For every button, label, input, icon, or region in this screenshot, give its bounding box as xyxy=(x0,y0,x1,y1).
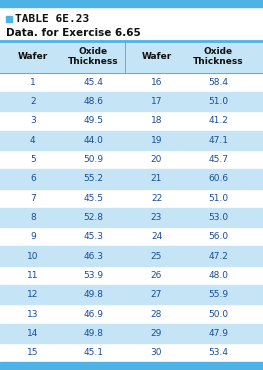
Text: Wafer: Wafer xyxy=(141,52,172,61)
Text: 19: 19 xyxy=(151,136,162,145)
Text: 22: 22 xyxy=(151,194,162,203)
Text: Thickness: Thickness xyxy=(68,57,119,66)
Text: 41.2: 41.2 xyxy=(208,117,228,125)
Text: 8: 8 xyxy=(30,213,36,222)
Text: 7: 7 xyxy=(30,194,36,203)
Text: 51.0: 51.0 xyxy=(208,97,228,106)
Text: 28: 28 xyxy=(151,310,162,319)
Bar xyxy=(0,41,263,73)
Text: 13: 13 xyxy=(27,310,39,319)
Text: 49.8: 49.8 xyxy=(83,290,103,299)
Bar xyxy=(0,246,263,266)
Text: 46.9: 46.9 xyxy=(83,310,103,319)
Text: Oxide: Oxide xyxy=(79,47,108,56)
Bar xyxy=(0,169,263,189)
Text: 6: 6 xyxy=(30,174,36,184)
Text: 45.1: 45.1 xyxy=(83,348,103,357)
Text: 53.0: 53.0 xyxy=(208,213,228,222)
Text: 12: 12 xyxy=(27,290,39,299)
Text: 23: 23 xyxy=(151,213,162,222)
Text: 29: 29 xyxy=(151,329,162,338)
Text: 53.4: 53.4 xyxy=(208,348,228,357)
Text: 21: 21 xyxy=(151,174,162,184)
Text: 55.2: 55.2 xyxy=(83,174,103,184)
Text: 55.9: 55.9 xyxy=(208,290,228,299)
Text: 58.4: 58.4 xyxy=(208,78,228,87)
Text: 53.9: 53.9 xyxy=(83,271,103,280)
Text: 9: 9 xyxy=(30,232,36,241)
Bar xyxy=(0,324,263,343)
Text: 16: 16 xyxy=(151,78,162,87)
Bar xyxy=(6,16,12,22)
Text: 25: 25 xyxy=(151,252,162,260)
Text: 5: 5 xyxy=(30,155,36,164)
Bar xyxy=(0,362,263,370)
Bar xyxy=(0,285,263,305)
Text: 11: 11 xyxy=(27,271,39,280)
Text: 14: 14 xyxy=(27,329,39,338)
Text: 15: 15 xyxy=(27,348,39,357)
Text: 50.0: 50.0 xyxy=(208,310,228,319)
Text: 45.3: 45.3 xyxy=(83,232,103,241)
Text: 48.6: 48.6 xyxy=(83,97,103,106)
Text: 27: 27 xyxy=(151,290,162,299)
Text: Data. for Exercise 6.65: Data. for Exercise 6.65 xyxy=(6,28,141,38)
Text: 17: 17 xyxy=(151,97,162,106)
Text: 45.5: 45.5 xyxy=(83,194,103,203)
Text: 45.7: 45.7 xyxy=(208,155,228,164)
Text: 56.0: 56.0 xyxy=(208,232,228,241)
Text: 30: 30 xyxy=(151,348,162,357)
Text: 50.9: 50.9 xyxy=(83,155,103,164)
Text: 47.9: 47.9 xyxy=(208,329,228,338)
Text: 10: 10 xyxy=(27,252,39,260)
Text: 26: 26 xyxy=(151,271,162,280)
Bar xyxy=(0,0,263,7)
Text: Oxide: Oxide xyxy=(204,47,233,56)
Text: 48.0: 48.0 xyxy=(208,271,228,280)
Bar xyxy=(0,208,263,227)
Text: 24: 24 xyxy=(151,232,162,241)
Text: 20: 20 xyxy=(151,155,162,164)
Text: 49.8: 49.8 xyxy=(83,329,103,338)
Text: 49.5: 49.5 xyxy=(83,117,103,125)
Text: 18: 18 xyxy=(151,117,162,125)
Text: 4: 4 xyxy=(30,136,36,145)
Text: 52.8: 52.8 xyxy=(83,213,103,222)
Text: 60.6: 60.6 xyxy=(208,174,228,184)
Text: 51.0: 51.0 xyxy=(208,194,228,203)
Text: TABLE 6E.23: TABLE 6E.23 xyxy=(15,14,89,24)
Text: 45.4: 45.4 xyxy=(83,78,103,87)
Text: 1: 1 xyxy=(30,78,36,87)
Text: Wafer: Wafer xyxy=(18,52,48,61)
Text: 47.2: 47.2 xyxy=(208,252,228,260)
Text: 46.3: 46.3 xyxy=(83,252,103,260)
Bar xyxy=(0,131,263,150)
Text: 2: 2 xyxy=(30,97,36,106)
Text: Thickness: Thickness xyxy=(193,57,244,66)
Text: 44.0: 44.0 xyxy=(83,136,103,145)
Bar xyxy=(0,92,263,111)
Text: 47.1: 47.1 xyxy=(208,136,228,145)
Text: 3: 3 xyxy=(30,117,36,125)
